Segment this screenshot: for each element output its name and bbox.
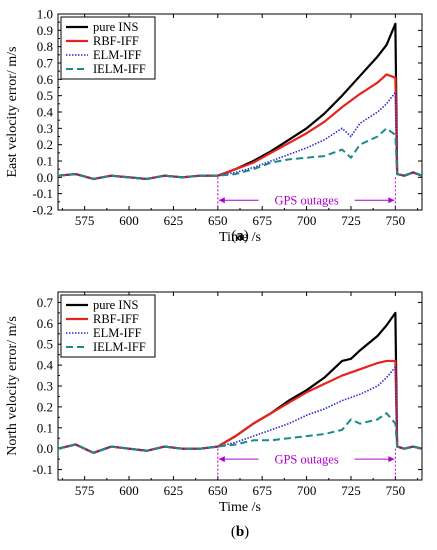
- x-tick-label: 650: [208, 213, 228, 228]
- legend-box: [60, 294, 156, 358]
- panel-letter: a: [236, 228, 244, 244]
- series-line-ielm-iff: [58, 412, 422, 454]
- panel-letter: b: [236, 524, 244, 540]
- y-tick-label: 0.7: [37, 295, 54, 310]
- legend-entry: ELM-IFF: [93, 48, 142, 62]
- x-tick-label: 675: [252, 213, 272, 228]
- x-tick-label: 700: [297, 483, 317, 498]
- y-tick-label: -0.1: [32, 462, 53, 477]
- series-line-elm-iff: [58, 91, 422, 180]
- x-axis-label: Time /s: [219, 500, 261, 515]
- x-tick-label: 625: [164, 213, 184, 228]
- x-tick-label: 575: [75, 483, 95, 498]
- y-tick-label: 0.2: [37, 137, 53, 152]
- y-tick-label: 0.7: [37, 56, 54, 71]
- series-line-rbf-iff: [58, 359, 422, 454]
- legend-entry: ELM-IFF: [93, 326, 142, 340]
- legend-entry: pure INS: [93, 20, 139, 34]
- x-tick-label: 625: [164, 483, 184, 498]
- x-tick-label: 600: [119, 483, 139, 498]
- y-tick-label: 1.0: [37, 7, 53, 22]
- y-tick-label: 0.8: [37, 39, 53, 54]
- legend-entry: RBF-IFF: [93, 312, 139, 326]
- gps-arrow-right-head: [388, 456, 395, 463]
- series-line-elm-iff: [58, 366, 422, 454]
- y-tick-label: 0.5: [37, 337, 53, 352]
- y-tick-label: 0.6: [37, 316, 54, 331]
- x-tick-label: 750: [386, 483, 406, 498]
- x-axis-label: Time /s: [219, 230, 261, 245]
- y-axis-label: East velocity error/ m/s: [5, 46, 20, 177]
- gps-arrow-left-head: [218, 197, 225, 204]
- y-tick-label: 0.4: [37, 105, 54, 120]
- y-tick-label: 0.5: [37, 88, 53, 103]
- y-tick-label: 0.3: [37, 121, 53, 136]
- x-tick-label: 600: [119, 213, 139, 228]
- x-tick-label: 725: [341, 213, 361, 228]
- gps-outages-label: GPS outages: [274, 453, 338, 467]
- y-tick-label: 0.1: [37, 154, 53, 169]
- y-tick-label: -0.1: [32, 186, 53, 201]
- x-tick-label: 725: [341, 483, 361, 498]
- x-tick-label: 700: [297, 213, 317, 228]
- y-tick-label: 0.0: [37, 170, 53, 185]
- y-tick-label: -0.2: [32, 203, 53, 218]
- x-tick-label: 575: [75, 213, 95, 228]
- y-tick-label: 0.9: [37, 23, 53, 38]
- x-tick-label: 750: [386, 213, 406, 228]
- legend-entry: pure INS: [93, 298, 139, 312]
- y-tick-label: 0.6: [37, 72, 54, 87]
- gps-arrow-right-head: [388, 197, 395, 204]
- y-tick-label: 0.4: [37, 358, 54, 373]
- gps-outages-label: GPS outages: [274, 194, 338, 208]
- y-tick-label: 0.2: [37, 399, 53, 414]
- series-line-ielm-iff: [58, 127, 422, 180]
- panel-caption: (a): [231, 228, 249, 244]
- legend-entry: IELM-IFF: [93, 340, 146, 354]
- x-tick-label: 675: [252, 483, 272, 498]
- y-tick-label: 0.1: [37, 420, 53, 435]
- series-line-rbf-iff: [58, 73, 422, 181]
- panel-caption: (b): [231, 524, 249, 540]
- legend-entry: RBF-IFF: [93, 34, 139, 48]
- y-tick-label: 0.3: [37, 379, 53, 394]
- x-tick-label: 650: [208, 483, 228, 498]
- chart-panel-b: 575 600 625 650 675 700 725 750 -0.1 0.0 0.1 0.2 0.3…: [5, 291, 423, 540]
- y-axis-label: North velocity error/ m/s: [5, 316, 20, 456]
- chart-panel-a: 575 600 625 650 675 700 725 750 -0.2 -0.10.00.1 0.…: [5, 7, 423, 245]
- y-tick-label: 0.0: [37, 441, 53, 456]
- gps-arrow-left-head: [218, 456, 225, 463]
- legend-entry: IELM-IFF: [93, 62, 146, 76]
